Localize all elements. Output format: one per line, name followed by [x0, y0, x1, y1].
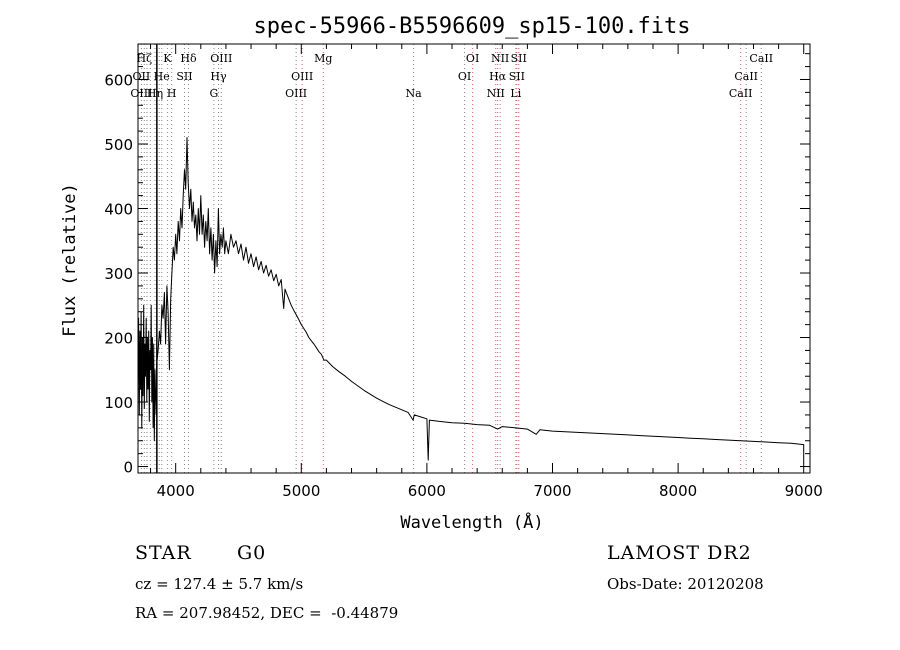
redshift-cz: cz = 127.4 ± 5.7 km/s	[135, 575, 304, 593]
line-marker-label: Mg	[314, 52, 332, 65]
y-tick-label: 600	[104, 71, 133, 89]
axes: 4000 5000 6000 7000 8000 9000 0 100 200 300 400 500…	[104, 43, 823, 500]
line-marker-label: OIII	[210, 52, 232, 65]
y-tick-label: 400	[104, 201, 133, 219]
line-marker-label: OIII	[285, 87, 307, 100]
x-tick-label: 5000	[282, 482, 320, 500]
line-marker-label: Hγ	[210, 70, 227, 83]
line-marker-label: NII	[491, 52, 509, 65]
chart-title: spec-55966-B5596609_sp15-100.fits	[253, 14, 690, 39]
x-tick-label: 4000	[157, 482, 195, 500]
line-marker-label: Hη	[147, 87, 163, 100]
x-tick-label: 7000	[533, 482, 571, 500]
line-marker-label: OI	[466, 52, 479, 65]
y-tick-label: 0	[123, 459, 133, 477]
line-marker-label: Li	[510, 87, 521, 100]
y-tick-label: 200	[104, 330, 133, 348]
line-marker-label: OIII	[130, 87, 152, 100]
line-marker-label: H	[167, 87, 177, 100]
observation-date: Obs-Date: 20120208	[607, 575, 764, 593]
line-marker-label: Na	[405, 87, 422, 100]
x-tick-label: 8000	[659, 482, 697, 500]
plot-frame	[137, 43, 811, 474]
line-marker-label: Hζ	[136, 52, 152, 65]
x-axis-label: Wavelength (Å)	[400, 511, 543, 533]
y-tick-label: 100	[104, 394, 133, 412]
line-marker-label: OII	[133, 70, 151, 83]
object-subclass: G0	[237, 542, 267, 564]
line-marker-label: He	[154, 70, 170, 83]
line-marker-label: CaII	[729, 87, 753, 100]
sky-coordinates: RA = 207.98452, DEC = -0.44879	[135, 604, 399, 622]
x-tick-label: 6000	[408, 482, 446, 500]
line-marker-label: CaII	[734, 70, 758, 83]
line-marker-label: NII	[487, 87, 505, 100]
y-tick-label: 300	[104, 265, 133, 283]
line-marker-label: CaII	[749, 52, 773, 65]
line-marker-label: SII	[176, 70, 192, 83]
spectrum-line	[137, 137, 805, 464]
line-marker-label: OIII	[291, 70, 313, 83]
line-marker-label: Hα	[489, 70, 507, 83]
line-marker-label: K	[163, 52, 172, 65]
line-marker-label: G	[209, 87, 218, 100]
x-tick-label: 9000	[785, 482, 823, 500]
object-class: STAR	[135, 542, 192, 564]
line-marker-label: OI	[458, 70, 471, 83]
line-marker-label: Hδ	[180, 52, 197, 65]
y-axis-label: Flux (relative)	[60, 183, 80, 337]
spectrum-series	[137, 137, 805, 464]
survey-name: LAMOST DR2	[607, 542, 752, 564]
y-tick-label: 500	[104, 136, 133, 154]
line-marker-label: SII	[509, 70, 525, 83]
line-marker-label: SII	[511, 52, 527, 65]
